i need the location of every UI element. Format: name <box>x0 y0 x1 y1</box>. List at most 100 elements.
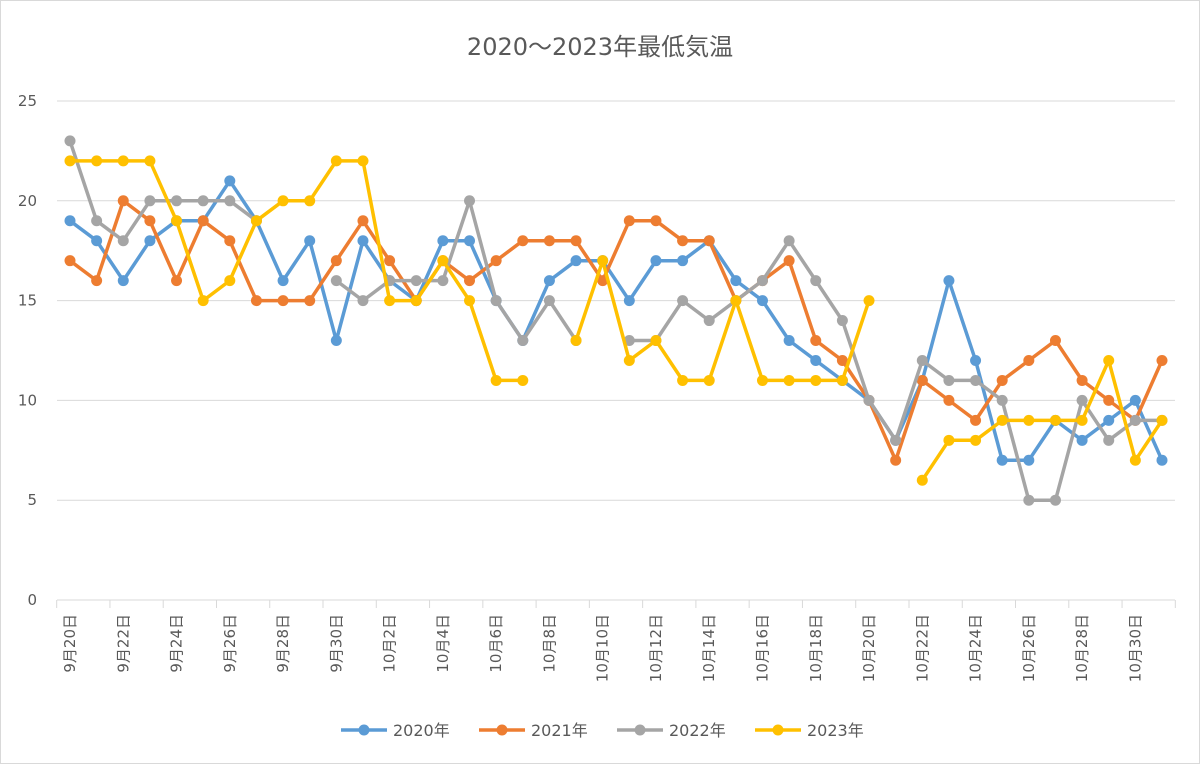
data-point <box>91 155 103 167</box>
x-tick-label: 10月4日 <box>434 614 452 673</box>
x-tick-label: 10月2日 <box>381 614 399 673</box>
data-point <box>1129 454 1141 466</box>
data-point <box>304 295 316 307</box>
data-point <box>1076 434 1088 446</box>
legend-item: 2022年 <box>617 721 726 740</box>
data-point <box>863 295 875 307</box>
series-layer <box>64 135 1168 506</box>
data-point <box>1049 335 1061 347</box>
x-tick-label: 9月28日 <box>274 614 292 673</box>
data-point <box>783 255 795 267</box>
data-point <box>916 354 928 366</box>
data-point <box>517 335 529 347</box>
data-point <box>171 195 183 207</box>
data-point <box>490 295 502 307</box>
data-point <box>464 195 476 207</box>
legend-item: 2021年 <box>479 721 588 740</box>
data-point <box>810 275 822 287</box>
legend-marker <box>634 724 646 736</box>
data-point <box>703 374 715 386</box>
data-point <box>1103 414 1115 426</box>
data-point <box>91 235 103 247</box>
legend-label: 2022年 <box>669 721 726 740</box>
data-point <box>277 295 289 307</box>
data-point <box>756 374 768 386</box>
x-tick-label: 10月30日 <box>1126 614 1144 682</box>
data-point <box>756 275 768 287</box>
data-point <box>490 374 502 386</box>
series-line <box>70 159 1164 482</box>
data-point <box>970 434 982 446</box>
x-tick-label: 9月20日 <box>61 614 79 673</box>
data-point <box>890 434 902 446</box>
data-point <box>1156 354 1168 366</box>
data-point <box>543 275 555 287</box>
data-point <box>224 175 236 187</box>
data-point <box>197 215 209 227</box>
y-tick-label: 15 <box>18 292 37 310</box>
data-point <box>330 155 342 167</box>
data-point <box>1023 494 1035 506</box>
x-axis: 9月20日 9月22日 9月24日 9月26日 9月28日 9月30日 10月2日 10月4日… <box>56 600 1176 682</box>
legend-marker <box>496 724 508 736</box>
x-tick-label: 10月6日 <box>487 614 505 673</box>
x-tick-label: 9月22日 <box>114 614 132 673</box>
legend-marker <box>772 724 784 736</box>
data-point <box>650 335 662 347</box>
data-point <box>144 155 156 167</box>
data-point <box>437 235 449 247</box>
y-tick-label: 10 <box>18 391 37 409</box>
data-point <box>677 255 689 267</box>
x-tick-label: 10月26日 <box>1020 614 1038 682</box>
data-point <box>330 255 342 267</box>
data-point <box>623 295 635 307</box>
data-point <box>330 335 342 347</box>
data-point <box>597 275 609 287</box>
data-point <box>384 295 396 307</box>
data-point <box>810 374 822 386</box>
data-point <box>171 215 183 227</box>
x-tick-label: 10月12日 <box>647 614 665 682</box>
data-point <box>330 275 342 287</box>
data-point <box>783 335 795 347</box>
legend-label: 2020年 <box>393 721 450 740</box>
data-point <box>890 454 902 466</box>
legend-marker <box>358 724 370 736</box>
data-point <box>437 275 449 287</box>
data-point <box>1023 414 1035 426</box>
data-point <box>197 295 209 307</box>
gridlines <box>57 100 1175 601</box>
data-point <box>1103 354 1115 366</box>
data-point <box>144 235 156 247</box>
data-point <box>943 374 955 386</box>
data-point <box>357 215 369 227</box>
x-tick-label: 10月20日 <box>860 614 878 682</box>
data-point <box>197 195 209 207</box>
data-point <box>224 195 236 207</box>
data-point <box>1049 414 1061 426</box>
x-tick-label: 10月14日 <box>700 614 718 682</box>
data-point <box>543 295 555 307</box>
data-point <box>943 434 955 446</box>
data-point <box>1156 454 1168 466</box>
data-point <box>250 295 262 307</box>
data-point <box>1076 414 1088 426</box>
data-point <box>943 275 955 287</box>
x-tick-label: 9月24日 <box>168 614 186 673</box>
x-tick-label: 10月8日 <box>540 614 558 673</box>
data-point <box>970 374 982 386</box>
data-point <box>677 295 689 307</box>
data-point <box>756 295 768 307</box>
series-3 <box>64 135 1168 506</box>
data-point <box>384 255 396 267</box>
data-point <box>64 135 76 147</box>
data-point <box>64 255 76 267</box>
data-point <box>570 335 582 347</box>
data-point <box>1129 414 1141 426</box>
data-point <box>117 195 129 207</box>
data-point <box>810 335 822 347</box>
data-point <box>117 275 129 287</box>
x-tick-label: 10月16日 <box>753 614 771 682</box>
data-point <box>144 215 156 227</box>
data-point <box>1023 454 1035 466</box>
